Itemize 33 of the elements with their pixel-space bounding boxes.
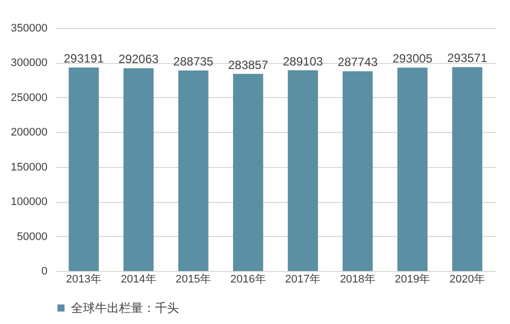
data-label: 293005 [392, 52, 433, 66]
y-tick-label: 200000 [10, 126, 48, 139]
y-tick-label: 150000 [10, 161, 48, 174]
x-tick-label: 2013年 [66, 274, 102, 286]
x-tick-label: 2015年 [176, 274, 212, 286]
y-tick-label: 250000 [10, 92, 48, 104]
data-label: 283857 [228, 58, 268, 72]
bar [452, 67, 482, 271]
bar [68, 67, 99, 271]
data-label: 293571 [447, 51, 488, 66]
y-tick-label: 350000 [10, 22, 48, 34]
legend-label: 全球牛出栏量：千头 [71, 301, 179, 315]
bar [288, 70, 318, 271]
y-tick-label: 0 [41, 266, 48, 278]
x-tick-label: 2017年 [285, 274, 321, 286]
x-tick-label: 2016年 [230, 274, 266, 286]
data-label: 287743 [338, 55, 378, 70]
bar [123, 68, 154, 271]
bar [233, 74, 264, 271]
data-label: 293191 [64, 51, 104, 66]
bar [397, 68, 428, 271]
y-tick-label: 50000 [16, 230, 48, 243]
data-label: 289103 [282, 54, 324, 68]
bar [178, 70, 208, 271]
x-tick-label: 2018年 [340, 274, 376, 286]
x-tick-label: 2014年 [120, 274, 156, 286]
y-tick-label: 100000 [10, 196, 48, 208]
x-tick-label: 2020年 [449, 274, 485, 286]
bar [342, 71, 373, 271]
x-tick-label: 2019年 [394, 274, 430, 286]
y-tick-label: 300000 [10, 57, 48, 70]
data-label: 292063 [118, 52, 159, 66]
data-label: 288735 [173, 54, 214, 69]
